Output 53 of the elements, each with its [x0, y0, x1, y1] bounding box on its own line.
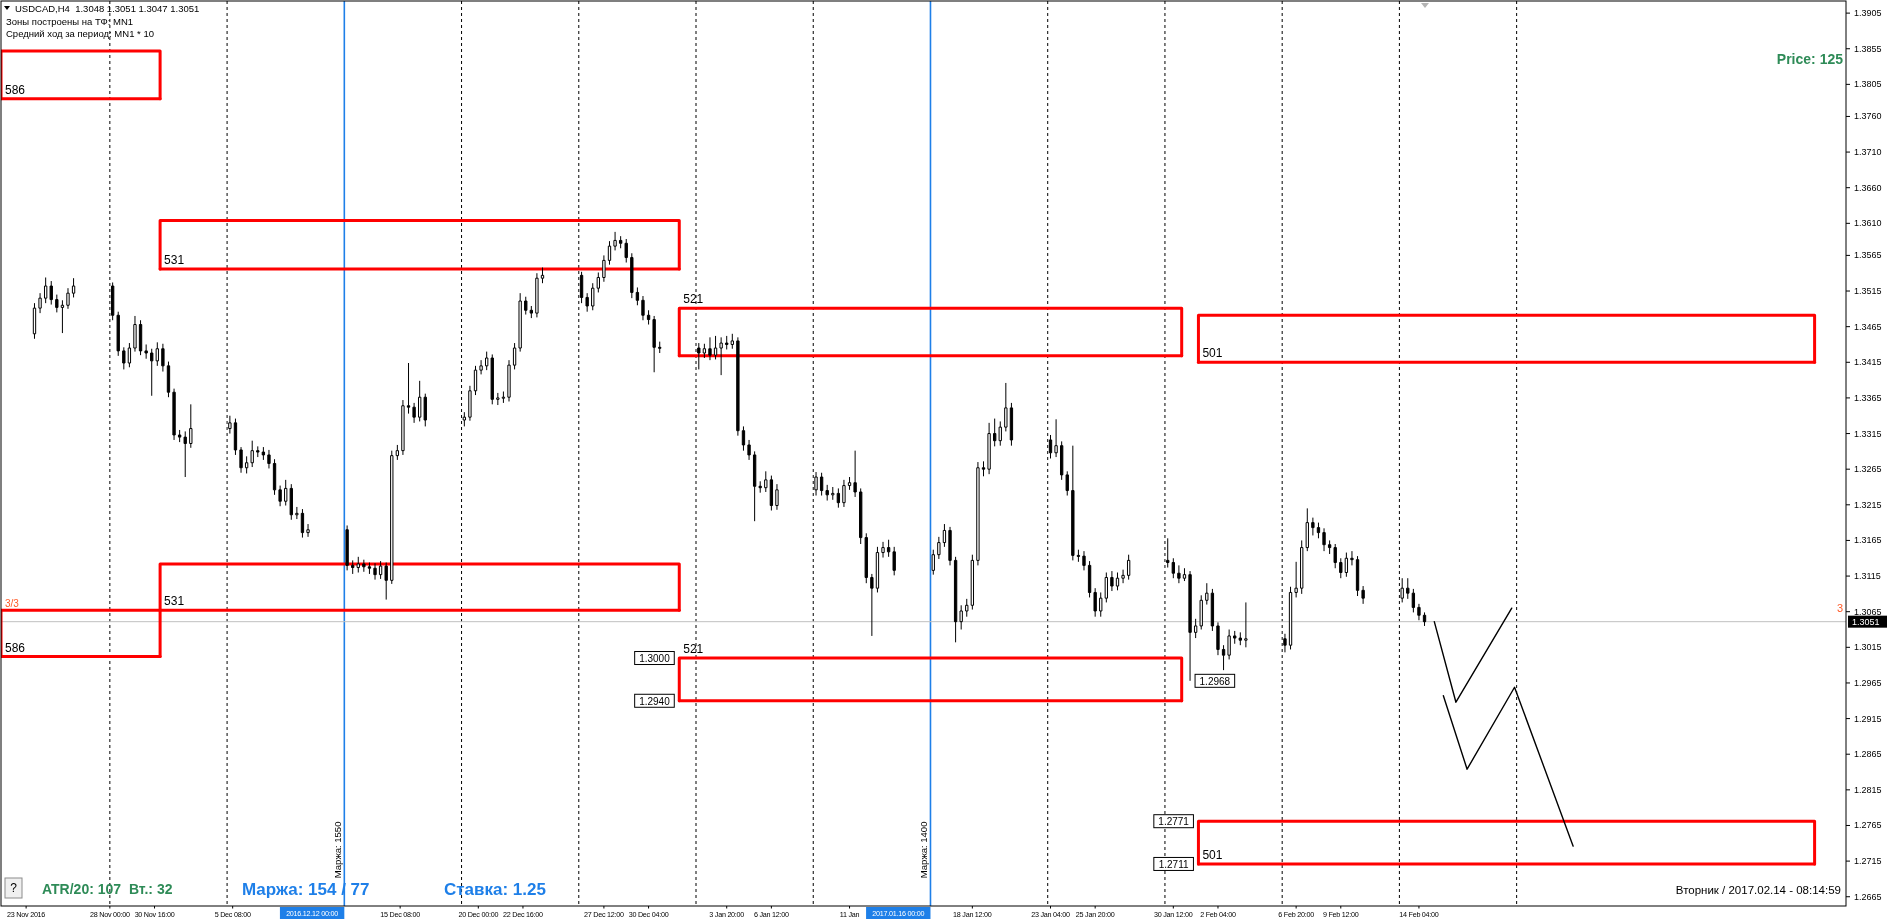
y-tick-label: 1.3215: [1854, 499, 1882, 510]
y-tick-label: 1.3805: [1854, 79, 1882, 90]
annotation: ATR/20: 107 Вт.: 32: [42, 881, 173, 897]
annotation: 1.2711: [1158, 858, 1189, 870]
annotation: 586: [5, 640, 26, 655]
y-tick-label: 1.3760: [1854, 111, 1882, 122]
annotation: Ставка: 1.25: [444, 880, 546, 899]
annotation: 1.2968: [1199, 675, 1231, 687]
annotation: 3/3: [5, 598, 20, 609]
chart-title: USDCAD,H4 1.3048 1.3051 1.3047 1.3051: [15, 3, 200, 14]
y-tick-label: 1.2915: [1854, 713, 1882, 724]
y-tick-label: 1.3465: [1854, 321, 1882, 332]
annotation: Вторник / 2017.02.14 - 08:14:59: [1675, 884, 1841, 896]
y-tick-label: 1.2865: [1854, 749, 1882, 760]
y-tick-label: 1.2765: [1854, 820, 1882, 831]
annotation: 1.2771: [1158, 816, 1190, 828]
y-tick-label: 1.3415: [1854, 357, 1882, 368]
y-tick-label: 1.2815: [1854, 784, 1882, 795]
y-tick-label: 1.2965: [1854, 677, 1882, 688]
annotation: 1.2940: [639, 695, 671, 707]
y-tick-label: 1.2665: [1854, 891, 1882, 902]
annotation: 501: [1202, 847, 1223, 862]
annotation: 3: [1836, 602, 1843, 614]
annotation: 521: [683, 642, 704, 657]
text: Зоны построены на ТФ: MN1: [6, 16, 134, 27]
y-tick-label: 1.3710: [1854, 147, 1882, 158]
help-button: ?: [4, 877, 23, 899]
y-tick-label: 1.3265: [1854, 464, 1882, 475]
y-tick-label: 1.3610: [1854, 218, 1882, 229]
annotation: 586: [5, 82, 26, 97]
annotation: Средний ход за период: MN1 * 10: [6, 28, 154, 39]
annotation: Маржа: 1550: [332, 821, 344, 879]
y-tick-label: 1.2715: [1854, 856, 1882, 867]
y-tick-label: 1.3905: [1854, 8, 1882, 19]
annotation: 521: [683, 292, 704, 307]
y-tick-label: 1.3115: [1854, 571, 1881, 582]
y-tick-label: 1.3365: [1854, 392, 1882, 403]
ref-line-label: 1.3051: [1852, 616, 1880, 627]
annotation: Маржа: 1400: [918, 821, 930, 879]
annotation: ?: [10, 881, 18, 895]
annotation: 531: [164, 252, 185, 267]
y-tick-label: 1.3165: [1854, 535, 1882, 546]
y-tick-label: 1.3515: [1854, 286, 1882, 297]
y-tick-label: 1.3315: [1854, 428, 1882, 439]
annotation: Price: 125: [1776, 51, 1844, 67]
annotation: 1.3000: [639, 653, 671, 665]
y-tick-label: 1.3015: [1854, 642, 1882, 653]
y-tick-label: 1.3660: [1854, 182, 1882, 193]
annotation: 501: [1202, 346, 1223, 361]
y-tick-label: 1.3855: [1854, 43, 1882, 54]
y-tick-label: 1.3065: [1854, 606, 1882, 617]
y-tick-label: 1.3565: [1854, 250, 1882, 261]
annotation: 531: [164, 594, 185, 609]
